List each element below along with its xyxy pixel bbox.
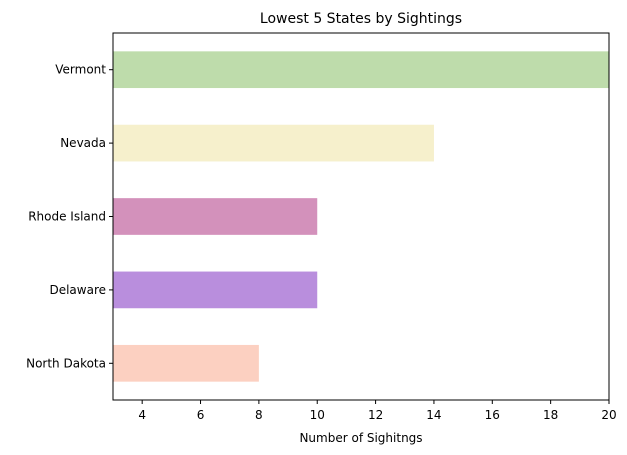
y-axis-ticks: North Dakota Delaware Rhode Island Nevada Ve… xyxy=(26,63,113,370)
y-tick-label: Delaware xyxy=(49,283,106,297)
x-tick-label: 14 xyxy=(426,408,441,422)
x-tick-label: 18 xyxy=(543,408,558,422)
y-tick-label: Nevada xyxy=(60,136,106,150)
x-tick-label: 20 xyxy=(601,408,616,422)
x-tick-label: 10 xyxy=(310,408,325,422)
bars-group xyxy=(113,51,609,382)
y-tick-label: North Dakota xyxy=(26,356,106,370)
bar-rhode-island xyxy=(113,198,318,235)
bar-nevada xyxy=(113,124,434,162)
bar-vermont xyxy=(113,51,609,89)
x-axis-label: Number of Sighitngs xyxy=(299,431,422,445)
x-tick-label: 8 xyxy=(255,408,263,422)
bar-delaware xyxy=(113,271,318,309)
y-tick-label: Vermont xyxy=(55,63,106,77)
x-tick-label: 4 xyxy=(138,408,146,422)
x-axis-ticks: 4 6 8 10 12 14 16 18 20 xyxy=(138,400,617,422)
x-tick-label: 16 xyxy=(485,408,500,422)
bar-north-dakota xyxy=(113,344,259,382)
y-tick-label: Rhode Island xyxy=(28,210,106,224)
chart-title: Lowest 5 States by Sightings xyxy=(260,11,462,27)
x-tick-label: 12 xyxy=(368,408,383,422)
x-tick-label: 6 xyxy=(197,408,205,422)
